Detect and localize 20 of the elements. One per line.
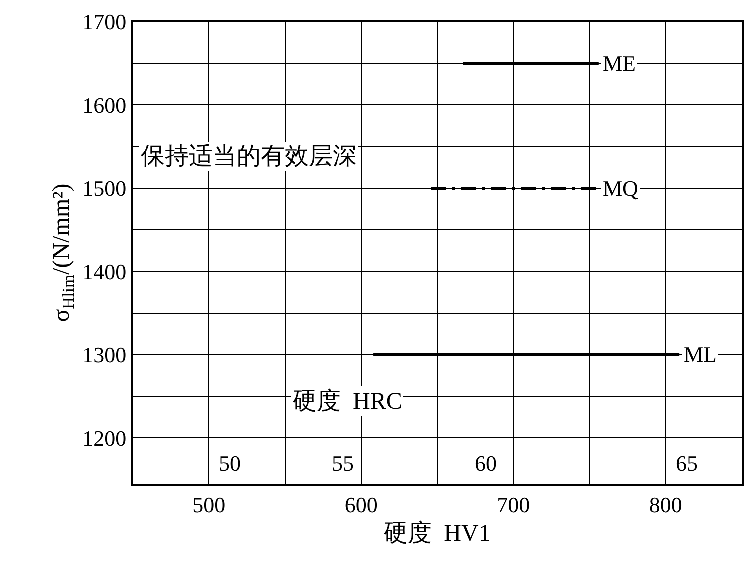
x-tick-label: 800: [649, 492, 682, 518]
y-tick-label: 1700: [82, 10, 127, 35]
annotation: 保持适当的有效层深: [141, 144, 357, 170]
annotation: 60: [475, 451, 497, 476]
annotation: 硬度 HRC: [293, 388, 402, 415]
series-label: ML: [684, 342, 717, 367]
x-tick-label: 600: [344, 492, 378, 518]
annotation: 55: [332, 451, 354, 476]
annotation: 65: [676, 451, 698, 476]
x-axis-title: 硬度 HV1: [384, 520, 491, 548]
x-tick-label: 500: [192, 492, 226, 518]
series-label: ME: [603, 51, 636, 76]
annotation: 50: [219, 451, 241, 476]
y-tick-label: 1600: [82, 92, 127, 118]
y-tick-label: 1400: [82, 259, 127, 284]
series-label: MQ: [603, 176, 639, 201]
x-tick-label: 700: [497, 492, 530, 518]
y-tick-label: 1300: [82, 342, 127, 368]
y-tick-label: 1500: [82, 176, 127, 202]
y-tick-label: 1200: [82, 426, 127, 451]
